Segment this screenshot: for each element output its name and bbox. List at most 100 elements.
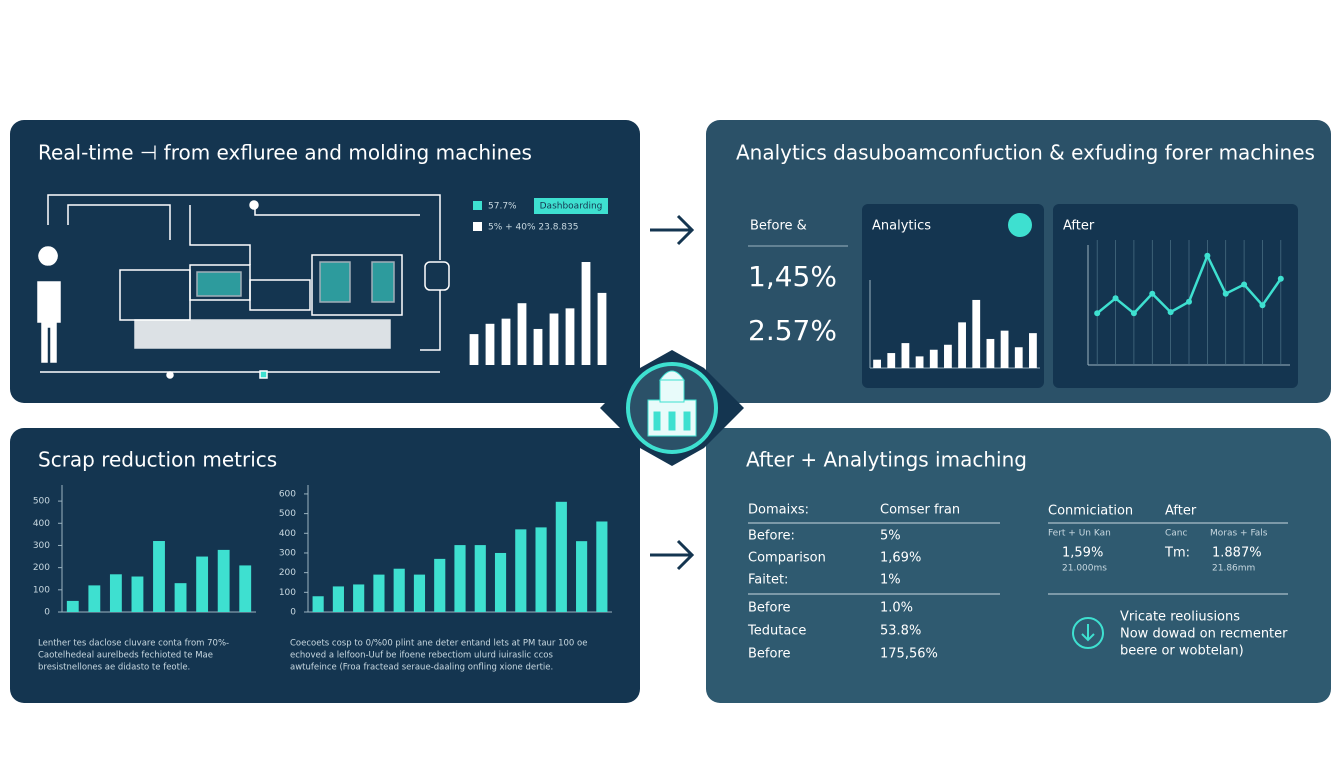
table-subheader: Moras + Fals: [1210, 529, 1268, 539]
metric-sub: 21.86mm: [1212, 564, 1255, 574]
caption: Caotelhedeal aurelbeds fechioted te Mae: [38, 651, 213, 661]
legend-tag-text: Dashboarding: [540, 202, 603, 212]
caption: Lenther tes daclose cluvare conta from 7…: [38, 639, 229, 649]
bar: [454, 545, 466, 612]
bar: [986, 338, 995, 368]
point: [1149, 290, 1156, 297]
point: [1130, 310, 1137, 317]
y-tick-label: 200: [279, 568, 296, 578]
arrow: [650, 214, 695, 571]
table-header: After: [1165, 504, 1197, 519]
panel-title: Scrap reduction metrics: [38, 448, 277, 472]
bar: [535, 527, 547, 612]
table-subheader: Fert + Un Kan: [1048, 529, 1111, 539]
panel: [706, 428, 1331, 703]
download-icon: [1081, 624, 1095, 642]
table-subheader: Canc: [1165, 529, 1188, 539]
bar: [944, 344, 952, 368]
bar: [413, 574, 426, 612]
card-title: After: [1063, 219, 1095, 234]
point: [1167, 309, 1174, 316]
table-cell: Before:: [748, 529, 795, 544]
y-tick-label: 500: [33, 497, 50, 507]
table-cell: 1,69%: [880, 551, 921, 566]
table-cell: 175,56%: [880, 647, 938, 662]
table-cell: Faitet:: [748, 573, 788, 588]
y-tick-label: 400: [279, 529, 296, 539]
bar: [239, 565, 252, 612]
bar: [576, 541, 588, 612]
bar: [501, 318, 511, 365]
panel: [10, 428, 640, 703]
bar: [901, 343, 910, 368]
y-tick-label: 100: [279, 588, 296, 598]
download-icon: [1072, 617, 1104, 649]
table-cell: 1.0%: [880, 601, 913, 616]
card: [1053, 204, 1298, 388]
note: Vricate reoliusions: [1120, 610, 1240, 625]
table-cell: Before: [748, 601, 791, 616]
bar: [88, 585, 101, 612]
table-header: Conmiciation: [1048, 504, 1133, 519]
metric: 1.887%: [1212, 546, 1262, 561]
point: [1112, 295, 1119, 302]
bar: [109, 574, 122, 612]
point: [1094, 310, 1101, 317]
note: beere or wobtelan): [1120, 644, 1244, 659]
legend-tag: [534, 198, 608, 214]
bar: [434, 558, 446, 612]
bar: [196, 556, 209, 612]
table-cell: 53.8%: [880, 624, 921, 639]
point: [1204, 252, 1211, 259]
emblem: [600, 350, 744, 466]
machine-illustration: [37, 194, 450, 379]
bar: [474, 545, 486, 612]
bar: [596, 521, 608, 612]
metric: Tm:: [1164, 546, 1190, 561]
bar: [958, 322, 966, 368]
bar: [533, 328, 543, 365]
point: [1259, 302, 1266, 309]
y-tick-label: 200: [33, 563, 50, 573]
bar: [565, 308, 575, 365]
y-tick-label: 400: [33, 519, 50, 529]
metric: 1,59%: [1062, 546, 1103, 561]
bar: [312, 596, 324, 612]
table-cell: 5%: [880, 529, 901, 544]
panel-title: Analytics dasuboamconfuction & exfuding …: [736, 141, 1315, 165]
y-tick-label: 300: [33, 541, 50, 551]
metric: 1,45%: [748, 260, 837, 293]
bar: [597, 292, 607, 365]
bar: [373, 574, 385, 612]
point: [1186, 298, 1192, 305]
y-tick-label: 0: [44, 608, 50, 618]
bar: [555, 501, 567, 612]
legend-label: 57.7%: [488, 202, 517, 212]
y-tick-label: 0: [290, 608, 296, 618]
bar: [887, 353, 896, 368]
bar: [131, 576, 144, 612]
bar: [332, 586, 344, 612]
caption: echoved a lelfoon-Uuf be ifoene rebectio…: [290, 651, 553, 661]
card-title: Analytics: [872, 219, 931, 234]
legend-label: 5% + 40% 23.8.835: [488, 223, 578, 233]
note: Now dowad on recmenter: [1120, 627, 1288, 642]
bar: [581, 262, 591, 365]
legend-swatch: [473, 201, 482, 210]
bar: [1000, 330, 1009, 368]
point: [1277, 275, 1284, 282]
card: [862, 204, 1044, 388]
bar: [972, 299, 981, 368]
caption: awtufeince (Froa fractead seraue-daaling…: [290, 663, 553, 673]
caption: bresistnellones ae didasto te feotle.: [38, 663, 190, 673]
table-cell: 1%: [880, 573, 901, 588]
y-tick-label: 500: [279, 509, 296, 519]
caption: Coecoets cosp to 0/%00 plint ane deter e…: [290, 639, 587, 649]
table-header: Comser fran: [880, 503, 960, 518]
bar: [469, 334, 479, 365]
table-cell: Before: [748, 647, 791, 662]
bar: [549, 313, 559, 365]
bar: [1014, 347, 1023, 368]
table-cell: Tedutace: [747, 624, 806, 639]
